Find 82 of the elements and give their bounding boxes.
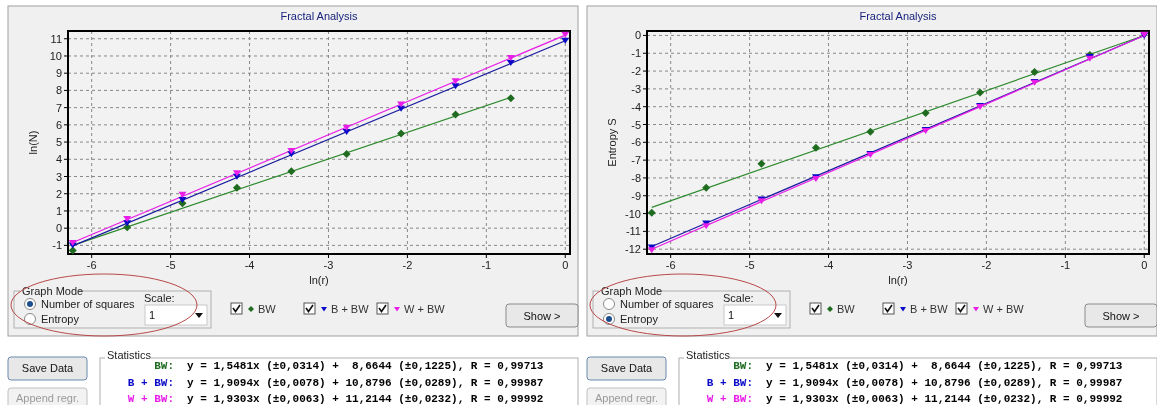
text: 1 bbox=[149, 309, 156, 321]
y-tick-label: 0 bbox=[55, 222, 62, 235]
x-tick-label: 0 bbox=[1141, 259, 1148, 271]
text: Append regr. bbox=[16, 392, 79, 404]
y-tick-label: 10 bbox=[49, 49, 62, 62]
text: Number of squares bbox=[41, 298, 136, 310]
x-tick-label: -6 bbox=[665, 259, 676, 271]
text: Graph Mode bbox=[601, 285, 663, 297]
x-tick-label: -1 bbox=[481, 259, 492, 271]
text: Show > bbox=[1102, 310, 1140, 322]
text: y = 1,9094x (±0,0078) + 10,8796 (±0,0289), R = 0,99987 bbox=[766, 377, 1123, 389]
y-tick-label: -5 bbox=[631, 118, 641, 131]
y-tick-label: 4 bbox=[55, 153, 62, 166]
text: Save Data bbox=[21, 362, 75, 374]
legend-label: W + BW bbox=[404, 303, 446, 315]
text: y = 1,9094x (±0,0078) + 10,8796 (±0,0289), R = 0,99987 bbox=[187, 377, 544, 389]
text: Append regr. bbox=[595, 392, 658, 404]
y-axis-title: Entropy S bbox=[606, 118, 618, 167]
x-tick-label: -4 bbox=[823, 259, 834, 271]
text: Show > bbox=[523, 310, 561, 322]
chart-title: Fractal Analysis bbox=[280, 10, 359, 22]
text: B + BW: bbox=[706, 377, 753, 389]
y-tick-label: -11 bbox=[625, 225, 641, 238]
text: W + BW: bbox=[127, 393, 174, 405]
y-tick-label: 7 bbox=[55, 101, 62, 114]
y-tick-label: -10 bbox=[625, 207, 641, 220]
y-tick-label: 6 bbox=[55, 118, 62, 131]
y-tick-label: -9 bbox=[631, 189, 641, 202]
x-tick-label: -3 bbox=[323, 259, 334, 271]
y-tick-label: 11 bbox=[50, 32, 62, 45]
text: y = 1,5481x (±0,0314) + 8,6644 (±0,1225), R = 0,99713 bbox=[187, 360, 544, 372]
text: B + BW: bbox=[127, 377, 174, 389]
chart-title: Fractal Analysis bbox=[859, 10, 938, 22]
text: Statistics bbox=[107, 349, 152, 361]
text: 1 bbox=[728, 309, 735, 321]
y-tick-label: 9 bbox=[55, 67, 62, 80]
y-axis-title: ln(N) bbox=[27, 130, 39, 155]
text: Number of squares bbox=[620, 298, 715, 310]
y-tick-label: 8 bbox=[55, 84, 62, 97]
text: Save Data bbox=[600, 362, 654, 374]
text: y = 1,9303x (±0,0063) + 11,2144 (±0,0232), R = 0,99992 bbox=[766, 393, 1123, 405]
y-tick-label: 3 bbox=[55, 170, 62, 183]
y-tick-label: 2 bbox=[55, 187, 62, 200]
x-tick-label: -5 bbox=[165, 259, 176, 271]
x-tick-label: -6 bbox=[86, 259, 97, 271]
x-tick-label: -5 bbox=[744, 259, 755, 271]
y-tick-label: -6 bbox=[631, 136, 641, 149]
y-tick-label: 1 bbox=[55, 204, 62, 217]
y-tick-label: -2 bbox=[631, 65, 641, 78]
text: y = 1,5481x (±0,0314) + 8,6644 (±0,1225), R = 0,99713 bbox=[766, 360, 1123, 372]
text: BW: bbox=[154, 360, 174, 372]
text: Entropy bbox=[620, 313, 659, 325]
x-tick-label: -4 bbox=[244, 259, 255, 271]
legend-label: BW bbox=[837, 303, 856, 315]
legend-label: W + BW bbox=[983, 303, 1025, 315]
y-tick-label: -4 bbox=[631, 100, 641, 113]
text: y = 1,9303x (±0,0063) + 11,2144 (±0,0232), R = 0,99992 bbox=[187, 393, 544, 405]
x-axis-title: ln(r) bbox=[888, 274, 908, 286]
text: Graph Mode bbox=[22, 285, 84, 297]
y-tick-label: -1 bbox=[631, 47, 641, 60]
y-tick-label: -7 bbox=[631, 154, 641, 167]
legend-label: B + BW bbox=[331, 303, 370, 315]
y-tick-label: 0 bbox=[634, 29, 641, 42]
x-tick-label: -2 bbox=[981, 259, 992, 271]
y-tick-label: 5 bbox=[55, 136, 62, 149]
text: Scale: bbox=[723, 292, 754, 304]
text: Statistics bbox=[686, 349, 731, 361]
legend-label: B + BW bbox=[910, 303, 949, 315]
y-tick-label: -1 bbox=[52, 239, 62, 252]
y-tick-label: -12 bbox=[625, 243, 641, 256]
x-axis-title: ln(r) bbox=[309, 274, 329, 286]
text: Entropy bbox=[41, 313, 80, 325]
y-tick-label: -8 bbox=[631, 171, 641, 184]
text: W + BW: bbox=[706, 393, 753, 405]
x-tick-label: 0 bbox=[562, 259, 569, 271]
text: Scale: bbox=[144, 292, 175, 304]
text: BW: bbox=[733, 360, 753, 372]
x-tick-label: -3 bbox=[902, 259, 913, 271]
x-tick-label: -2 bbox=[402, 259, 413, 271]
legend-label: BW bbox=[258, 303, 277, 315]
y-tick-label: -3 bbox=[631, 82, 641, 95]
x-tick-label: -1 bbox=[1060, 259, 1071, 271]
